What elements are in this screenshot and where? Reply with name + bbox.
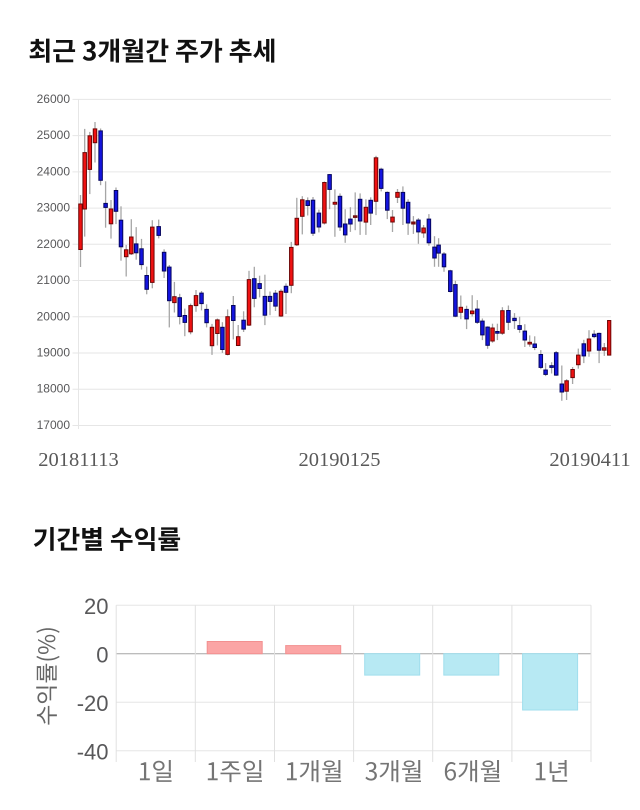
svg-text:23000: 23000 xyxy=(37,201,71,215)
svg-text:20190125: 20190125 xyxy=(299,449,381,471)
svg-text:18000: 18000 xyxy=(37,382,71,396)
svg-text:0: 0 xyxy=(96,643,108,668)
svg-text:24000: 24000 xyxy=(37,164,71,178)
svg-text:20190411: 20190411 xyxy=(549,449,630,471)
svg-text:19000: 19000 xyxy=(37,346,71,360)
svg-text:17000: 17000 xyxy=(37,418,71,432)
svg-text:26000: 26000 xyxy=(37,92,71,106)
svg-text:20181113: 20181113 xyxy=(38,449,118,471)
svg-text:21000: 21000 xyxy=(37,273,71,287)
svg-text:20: 20 xyxy=(84,594,108,619)
svg-text:20000: 20000 xyxy=(37,309,71,323)
svg-text:22000: 22000 xyxy=(37,237,71,251)
svg-text:-20: -20 xyxy=(77,691,109,716)
svg-text:25000: 25000 xyxy=(37,128,71,142)
svg-text:-40: -40 xyxy=(77,740,109,765)
